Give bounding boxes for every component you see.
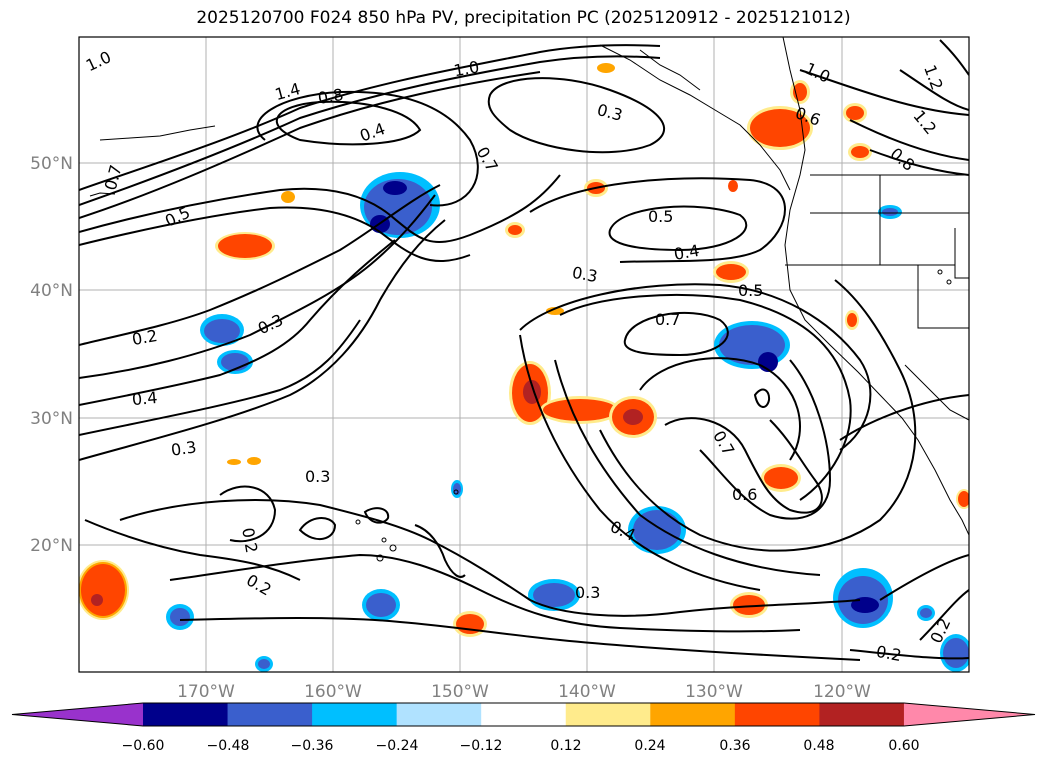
- colorbar-segment: [396, 703, 482, 726]
- negative-anomaly-blob: [200, 314, 244, 346]
- negative-anomaly-blob: [217, 350, 253, 374]
- contour-label: 0.5: [648, 207, 673, 226]
- colorbar-segment: [734, 703, 820, 726]
- positive-anomaly-blob: [609, 396, 657, 438]
- colorbar-tick: −0.12: [460, 738, 503, 754]
- positive-anomaly-blob: [215, 232, 275, 260]
- colorbar-outline: [11, 702, 1036, 727]
- pv-contours: [79, 39, 969, 661]
- lon-label: 160°W: [304, 682, 362, 702]
- latitude-labels: 50°N 40°N 30°N 20°N: [30, 154, 73, 556]
- colorbar: −0.60 −0.48 −0.36 −0.24 −0.12 0.12 0.24 …: [11, 702, 1036, 754]
- colorbar-tick: 0.24: [634, 738, 665, 754]
- lon-label: 120°W: [813, 682, 871, 702]
- positive-anomaly-blob: [540, 396, 620, 424]
- colorbar-segment: [650, 703, 736, 726]
- map-frame: [78, 36, 970, 673]
- positive-anomaly-blob: [453, 611, 487, 637]
- positive-anomaly-blob: [728, 180, 738, 192]
- contour-label: 0.2: [875, 642, 903, 665]
- colorbar-tick: −0.24: [376, 738, 419, 754]
- lon-label: 150°W: [431, 682, 489, 702]
- positive-anomaly-blob: [761, 464, 801, 492]
- negative-anomaly-blob: [940, 634, 969, 672]
- contour-label: 0.3: [305, 467, 330, 486]
- colorbar-segments: [11, 702, 1036, 727]
- positive-anomaly-blob: [747, 106, 813, 150]
- contour-label: 0.4: [672, 241, 700, 264]
- precipitation-shading: [79, 63, 969, 672]
- positive-anomaly-blob: [505, 222, 525, 238]
- positive-anomaly-blob: [546, 307, 564, 315]
- lat-label: 50°N: [30, 154, 73, 174]
- positive-anomaly-blob: [79, 560, 129, 620]
- colorbar-tick: −0.36: [291, 738, 334, 754]
- positive-anomaly-blob: [730, 592, 768, 618]
- longitude-labels: 170°W 160°W 150°W 140°W 130°W 120°W: [177, 682, 871, 702]
- negative-anomaly-blob: [362, 589, 400, 621]
- contour-label: 0.8: [316, 85, 344, 108]
- contour-label: 0.2: [130, 326, 158, 349]
- negative-anomaly-blob: [451, 480, 463, 498]
- negative-anomaly-blob: [878, 205, 902, 219]
- colorbar-segment: [565, 703, 651, 726]
- lon-label: 130°W: [685, 682, 743, 702]
- colorbar-tick: 0.48: [803, 738, 834, 754]
- negative-anomaly-blob: [833, 568, 893, 628]
- positive-anomaly-blob: [597, 63, 615, 73]
- contour-label: 0.5: [738, 281, 763, 300]
- colorbar-segment: [481, 703, 567, 726]
- contour-label: 0.3: [170, 437, 198, 459]
- colorbar-segment: [227, 703, 313, 726]
- contour-label: 0.4: [131, 388, 158, 409]
- negative-anomaly-blob: [917, 605, 935, 621]
- colorbar-tick: 0.60: [888, 738, 919, 754]
- colorbar-segment: [312, 703, 398, 726]
- lat-label: 40°N: [30, 281, 73, 301]
- positive-anomaly-blob: [713, 261, 749, 283]
- lat-label: 20°N: [30, 536, 73, 556]
- colorbar-segment: [819, 703, 905, 726]
- positive-anomaly-blob: [843, 103, 867, 123]
- colorbar-tick: 0.12: [550, 738, 581, 754]
- negative-anomaly-blob: [528, 579, 580, 611]
- colorbar-tick: −0.60: [122, 738, 165, 754]
- lon-label: 140°W: [558, 682, 616, 702]
- contour-label: 0.2: [238, 526, 261, 554]
- contour-label: 0.7: [655, 310, 680, 329]
- colorbar-tick: 0.36: [719, 738, 750, 754]
- colorbar-segment: [143, 703, 229, 726]
- contour-label: 0.3: [571, 263, 599, 286]
- colorbar-extend-high: [903, 703, 1035, 726]
- positive-anomaly-blob: [956, 489, 969, 509]
- map-title: 2025120700 F024 850 hPa PV, precipitatio…: [196, 8, 851, 28]
- positive-anomaly-blob: [281, 191, 295, 203]
- contour-label: 1.0: [452, 57, 480, 80]
- positive-anomaly-blob: [848, 143, 872, 161]
- colorbar-extend-low: [12, 703, 143, 726]
- contour-label: 0.6: [732, 485, 757, 504]
- positive-anomaly-blob: [227, 457, 261, 465]
- colorbar-ticks: −0.60 −0.48 −0.36 −0.24 −0.12 0.12 0.24 …: [122, 738, 920, 754]
- negative-anomaly-blob: [166, 604, 194, 630]
- positive-anomaly-blob: [845, 310, 859, 330]
- contour-label: 0.3: [575, 583, 600, 602]
- negative-anomaly-blob: [714, 321, 790, 372]
- lon-label: 170°W: [177, 682, 235, 702]
- negative-anomaly-blob: [255, 656, 273, 672]
- lat-label: 30°N: [30, 409, 73, 429]
- coastlines: [89, 37, 969, 562]
- colorbar-tick: −0.48: [207, 738, 250, 754]
- map-panel: 1.0 1.4 0.8 1.0 1.0 1.2 1.2 0.8 0.4 0.3 …: [78, 36, 970, 673]
